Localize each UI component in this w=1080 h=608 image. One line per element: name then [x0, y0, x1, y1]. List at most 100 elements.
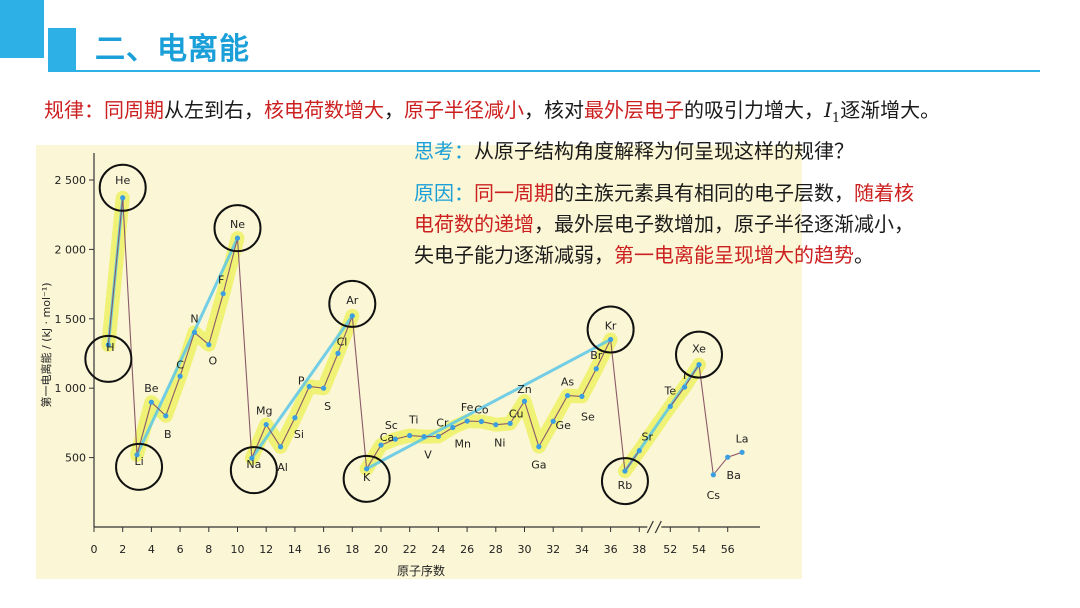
x-tick-label: 12: [259, 543, 273, 556]
x-tick-label: 56: [721, 543, 735, 556]
point-label: Al: [277, 461, 288, 474]
x-tick-label: 0: [91, 543, 98, 556]
point-label: Ar: [346, 294, 359, 307]
point-label: Te: [663, 384, 676, 397]
reason-red-text: 随着核: [854, 181, 914, 205]
highlight-ring: [600, 457, 649, 506]
reason-red-text: 电荷数的递增: [414, 212, 534, 236]
point-label: Cr: [436, 416, 449, 429]
x-tick-label: 8: [205, 543, 212, 556]
x-tick-label: 14: [288, 543, 302, 556]
reason-text: ，最外层电子数增加，原子半径逐渐减小，: [534, 212, 914, 236]
data-point: [134, 452, 140, 458]
y-tick-label: 1 500: [55, 313, 87, 326]
point-label: Fe: [461, 401, 474, 414]
x-tick-label: 10: [231, 543, 245, 556]
point-label: Cs: [707, 489, 721, 502]
point-label: Na: [246, 458, 261, 471]
point-label: Xe: [692, 343, 706, 356]
data-point: [407, 432, 413, 439]
rule-text: 逐渐增大。: [840, 98, 941, 122]
x-tick-label: 6: [177, 543, 184, 556]
data-point: [435, 433, 441, 439]
point-label: As: [561, 376, 575, 389]
data-point: [277, 444, 284, 450]
y-tick-label: 1 000: [55, 382, 87, 395]
data-point: [739, 449, 745, 455]
data-point: [148, 399, 154, 405]
rule-text: 的吸引力增大，: [684, 98, 824, 122]
trend-line: [365, 338, 612, 471]
data-point: [220, 291, 226, 297]
x-tick-label: 16: [317, 543, 331, 556]
point-label: H: [106, 341, 114, 354]
data-point: [464, 418, 470, 424]
x-tick-label: 52: [663, 543, 677, 556]
point-label: Ni: [494, 437, 505, 450]
data-point: [177, 373, 183, 379]
data-point: [564, 392, 571, 399]
point-label: P: [298, 375, 305, 388]
data-point: [478, 418, 485, 425]
point-label: Ge: [556, 419, 572, 432]
data-point: [593, 366, 599, 372]
rule-i1-subscript: 1: [831, 111, 841, 126]
rule-statement: 规律：同周期从左到右，核电荷数增大，原子半径减小，核对最外层电子的吸引力增大，I…: [44, 94, 940, 126]
point-label: N: [190, 312, 198, 325]
y-tick-label: 2 000: [55, 243, 87, 256]
data-point: [191, 329, 198, 336]
header-accent-block-small: [48, 28, 76, 72]
data-point: [335, 350, 341, 356]
reason-red-text: 第一电离能呈现增大的趋势: [614, 243, 854, 267]
data-point: [636, 448, 642, 454]
data-point: [493, 422, 499, 428]
data-point: [521, 398, 528, 404]
header-accent-block: [0, 0, 44, 58]
trend-line: [135, 237, 239, 456]
data-point: [450, 424, 456, 431]
data-point: [622, 468, 628, 474]
x-tick-label: 20: [374, 543, 388, 556]
rule-radius: 原子半径减小: [404, 98, 524, 122]
point-label: Ba: [727, 469, 741, 482]
highlight-ring: [115, 442, 164, 491]
data-point: [249, 455, 255, 461]
point-label: Mg: [256, 405, 272, 418]
x-tick-label: 36: [604, 543, 618, 556]
y-axis-title: 第一电离能 / (kJ · mol⁻¹): [39, 282, 53, 407]
x-tick-label: 54: [692, 543, 706, 556]
y-tick-label: 500: [65, 452, 86, 465]
x-tick-label: 2: [119, 543, 126, 556]
data-point: [608, 336, 614, 343]
highlight-ring: [84, 334, 133, 383]
data-point: [710, 472, 716, 478]
point-label: Kr: [605, 319, 617, 332]
data-point: [378, 442, 384, 448]
data-point: [292, 415, 298, 421]
data-point: [725, 454, 731, 460]
rule-text: ，: [384, 98, 404, 122]
header-underline: [76, 70, 1040, 72]
highlight-ring: [98, 163, 147, 212]
x-tick-label: 28: [489, 543, 503, 556]
highlight-ring: [586, 305, 635, 354]
data-point: [120, 195, 126, 201]
y-tick-label: 2 500: [55, 174, 87, 187]
data-point: [349, 313, 355, 319]
highlight-ring: [675, 330, 723, 379]
reason-text: 。: [854, 243, 874, 267]
point-label: Sc: [385, 419, 398, 432]
x-tick-label: 22: [403, 543, 417, 556]
data-point: [536, 444, 542, 450]
reason-red-text: 同一周期: [474, 181, 554, 205]
highlight-ring: [213, 204, 262, 253]
point-label: F: [218, 274, 224, 287]
x-tick-label: 30: [518, 543, 532, 556]
point-label: Be: [144, 382, 159, 395]
rule-text: ，核对: [524, 98, 584, 122]
point-label: Li: [134, 455, 143, 468]
trend-line: [250, 315, 354, 460]
point-label: Ti: [408, 414, 418, 427]
reason-text: 失电子能力逐渐减弱，: [414, 243, 614, 267]
